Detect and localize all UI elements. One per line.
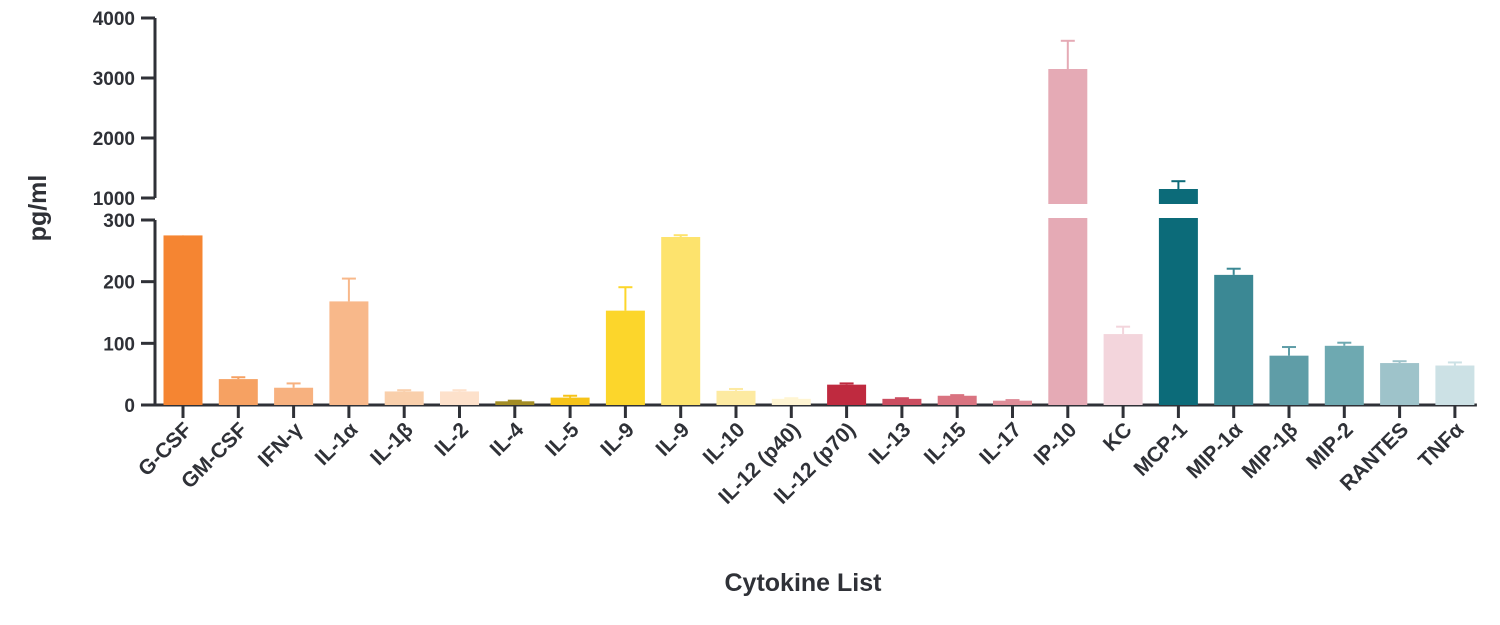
bar — [274, 387, 314, 405]
bar — [1269, 355, 1309, 405]
bar-group — [440, 389, 479, 418]
bar-group — [1380, 360, 1420, 418]
bar — [1324, 345, 1364, 405]
bar-group — [882, 397, 922, 418]
category-label: IL-17 — [975, 418, 1026, 469]
category-label: IL-4 — [486, 418, 529, 461]
bar — [661, 237, 701, 405]
bar — [882, 398, 922, 405]
bar — [937, 395, 977, 405]
bar-group — [329, 277, 369, 418]
bars — [163, 39, 1475, 418]
bar-group — [1157, 180, 1199, 418]
bar — [716, 390, 756, 405]
bar — [1158, 189, 1198, 405]
bar — [1380, 363, 1420, 405]
bar-group — [218, 376, 258, 418]
bar — [1435, 365, 1475, 405]
bar — [495, 401, 535, 405]
category-label: IP-10 — [1030, 418, 1082, 470]
category-label: IL-5 — [541, 418, 584, 461]
bar — [384, 391, 424, 405]
bar — [218, 379, 258, 405]
bar — [827, 384, 867, 405]
bar-group — [716, 387, 756, 418]
bar-group — [1435, 361, 1475, 418]
category-label: IL-2 — [430, 418, 473, 461]
category-label: MIP-1α — [1182, 418, 1247, 483]
bar — [1214, 274, 1254, 405]
category-label: IL-13 — [865, 418, 916, 469]
bar — [771, 398, 811, 405]
bar-group — [827, 382, 867, 418]
y-tick-label: 4000 — [93, 9, 135, 30]
bar — [440, 391, 479, 405]
axis-break-gap — [660, 204, 702, 218]
bar-group — [1047, 39, 1089, 418]
y-tick-label: 200 — [103, 273, 135, 294]
bar — [993, 400, 1032, 405]
bar-group — [550, 394, 590, 418]
bar-group — [660, 204, 702, 418]
category-label: IL-1β — [366, 418, 418, 470]
bar-group — [993, 399, 1032, 418]
x-axis-title: Cytokine List — [725, 569, 883, 597]
bar-group — [1269, 346, 1309, 418]
category-label: IL-15 — [920, 418, 971, 469]
bar — [605, 310, 645, 405]
y-tick-label: 3000 — [93, 69, 135, 90]
category-label: IL-10 — [699, 418, 750, 469]
bar — [1048, 69, 1088, 405]
y-tick-label: 100 — [103, 334, 135, 355]
category-label: IL-9 — [596, 418, 639, 461]
category-label: MIP-1β — [1238, 418, 1303, 483]
y-axis-title: pg/ml — [24, 175, 52, 242]
bar-group — [771, 397, 811, 418]
category-label: MCP-1 — [1129, 418, 1192, 481]
y-tick-label: 1000 — [93, 189, 135, 210]
y-tick-label: 0 — [124, 396, 135, 417]
bar-group — [274, 382, 314, 418]
y-tick-label: 2000 — [93, 129, 135, 150]
bar-group — [605, 286, 645, 418]
bar-group — [1103, 325, 1143, 418]
category-label: KC — [1099, 418, 1137, 456]
bar-group — [937, 394, 977, 418]
category-label: IL-9 — [652, 418, 695, 461]
bar-group — [1214, 267, 1254, 418]
bar-group — [163, 235, 203, 418]
bar — [329, 301, 369, 405]
axis-break-gap — [1047, 204, 1089, 218]
category-label: TNFα — [1414, 418, 1468, 472]
bar — [163, 235, 203, 405]
bar-group — [384, 389, 424, 418]
bar-group — [1324, 341, 1364, 418]
bar — [1103, 334, 1143, 405]
category-label: IFN-γ — [254, 418, 308, 472]
category-label: IL-1α — [311, 418, 363, 470]
y-tick-label: 300 — [103, 211, 135, 232]
bar-group — [495, 399, 535, 418]
axis-break-gap — [1157, 204, 1199, 218]
bar — [550, 397, 590, 405]
